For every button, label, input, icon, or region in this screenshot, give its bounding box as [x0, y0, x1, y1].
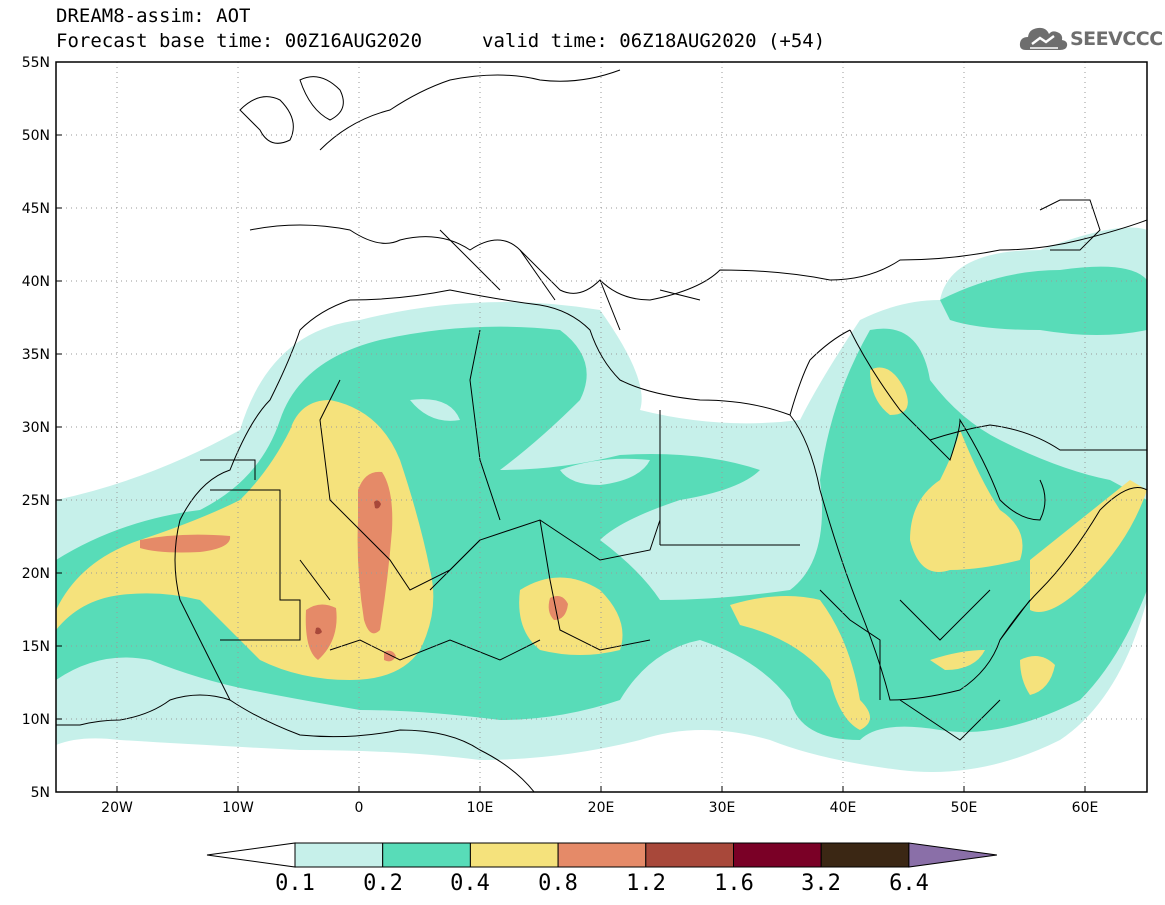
aot-band-0.4 [56, 367, 1147, 730]
lon-label: 40E [830, 800, 857, 816]
aot-band-1.2 [315, 500, 381, 635]
colorbar-segment [733, 842, 822, 868]
colorbar-label: 6.4 [889, 871, 929, 896]
valid-time-label: valid time: 06Z18AUG2020 (+54) [482, 30, 826, 52]
colorbar-label: 0.2 [363, 871, 403, 896]
colorbar-label: 0.4 [450, 871, 490, 896]
aot-band-0.8 [140, 471, 568, 662]
colorbar-left-arrow [206, 842, 296, 868]
colorbar-label: 3.2 [801, 871, 841, 896]
colorbar-segment [557, 842, 647, 868]
lat-label: 55N [22, 55, 50, 71]
coastlines [56, 69, 1147, 792]
colorbar-label: 1.2 [626, 871, 666, 896]
colorbar-label: 0.8 [538, 871, 578, 896]
grid [56, 62, 1147, 792]
colorbar-boxes [206, 842, 997, 868]
colorbar-segment [294, 842, 384, 868]
lat-label: 45N [22, 201, 50, 217]
colorbar-label: 0.1 [275, 871, 315, 896]
lat-label: 40N [22, 274, 50, 290]
seevccc-logo: SEEVCCC [1018, 22, 1163, 56]
lon-label: 10W [222, 800, 254, 816]
lon-label: 20W [101, 800, 133, 816]
colorbar-segment [469, 842, 559, 868]
lon-label: 50E [951, 800, 978, 816]
colorbar-label: 1.6 [714, 871, 754, 896]
logo-text: SEEVCCC [1070, 28, 1163, 50]
lat-label: 25N [22, 493, 50, 509]
colorbar-segment [382, 842, 471, 868]
colorbar-segment [820, 842, 910, 868]
lat-label: 50N [22, 128, 50, 144]
lon-label: 60E [1072, 800, 1099, 816]
lat-label: 35N [22, 347, 50, 363]
lon-labels: 20W 10W 0 10E 20E 30E 40E 50E 60E [101, 800, 1098, 816]
lon-label: 10E [467, 800, 494, 816]
lat-label: 30N [22, 420, 50, 436]
lat-label: 15N [22, 639, 50, 655]
base-time-label: Forecast base time: 00Z16AUG2020 [56, 30, 423, 52]
lon-label: 20E [588, 800, 615, 816]
lat-label: 10N [22, 712, 50, 728]
lat-labels: 5N 10N 15N 20N 25N 30N 35N 40N 45N 50N 5… [22, 55, 50, 801]
lat-label: 20N [22, 566, 50, 582]
lon-label: 0 [355, 800, 364, 816]
colorbar-right-arrow [908, 842, 997, 868]
chart-title: DREAM8-assim: AOT [56, 5, 251, 27]
colorbar-labels: 0.1 0.2 0.4 0.8 1.2 1.6 3.2 6.4 [275, 871, 929, 896]
tick-marks [56, 61, 1086, 793]
lat-label: 5N [31, 785, 50, 801]
colorbar-segment [645, 842, 734, 868]
cloud-icon [1019, 27, 1068, 50]
dust-map: 5N 10N 15N 20N 25N 30N 35N 40N 45N 50N 5… [22, 55, 1148, 816]
lon-label: 30E [709, 800, 736, 816]
